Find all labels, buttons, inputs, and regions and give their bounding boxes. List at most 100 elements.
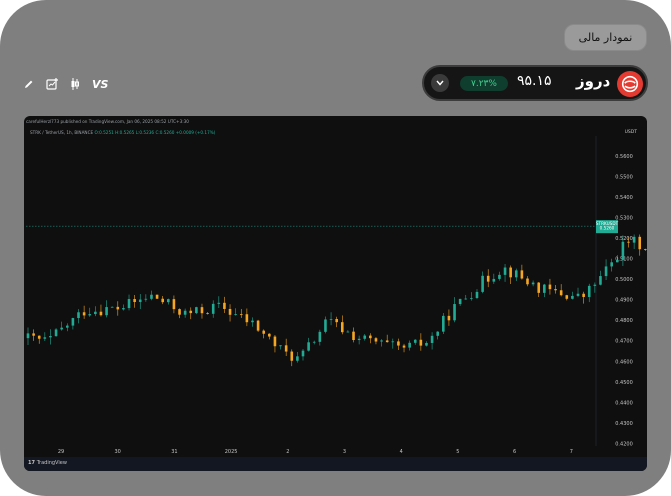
candle-body — [290, 351, 294, 361]
candle-body — [481, 275, 484, 292]
y-tick-label: 0.4200 — [615, 442, 633, 448]
candle-body — [486, 275, 490, 282]
candle-body — [82, 312, 86, 316]
ohlc-high: H:0.5265 — [115, 130, 135, 135]
candle-body — [503, 267, 507, 275]
candle-body — [296, 356, 299, 361]
price-tag — [596, 220, 618, 234]
candle-body — [318, 331, 322, 342]
candle-body — [565, 295, 569, 299]
candle-body — [279, 345, 282, 347]
candle-body — [217, 302, 221, 304]
candle-body — [335, 319, 338, 323]
candle-body — [610, 262, 613, 267]
y-tick-label: 0.4700 — [615, 339, 633, 345]
candle-body — [37, 335, 41, 339]
candle-body — [223, 302, 226, 309]
chart-canvas: 0.56000.55000.54000.53000.52000.51000.50… — [26, 136, 647, 455]
candle-body — [408, 342, 411, 348]
candle-body — [206, 313, 209, 315]
x-tick-label: 29 — [58, 449, 64, 455]
ohlc-line: STRK / TetherUS, 1h, BINANCE O:0.5251 H:… — [30, 130, 215, 135]
tradingview-brand: 17 TradingView — [28, 460, 67, 466]
candle-body — [26, 333, 30, 339]
chevron-down-icon[interactable] — [431, 74, 449, 92]
y-tick-label: 0.5300 — [615, 215, 633, 221]
candle-body — [329, 319, 333, 320]
candle-body — [559, 290, 563, 296]
candle-body — [49, 336, 52, 338]
candle-body — [195, 307, 198, 314]
candle-body — [514, 270, 518, 278]
candle-body — [509, 267, 512, 278]
candle-body — [475, 291, 479, 298]
x-tick-label: 6 — [513, 449, 516, 455]
candle-body — [211, 303, 215, 314]
candle-body — [161, 298, 164, 303]
x-tick-label: 30 — [115, 449, 121, 455]
candle-body — [425, 342, 428, 346]
candle-body — [268, 333, 271, 337]
candle-body — [385, 340, 389, 343]
candle-body — [526, 278, 529, 285]
candle-body — [447, 315, 451, 321]
candle-body — [615, 259, 619, 263]
candle-body — [543, 284, 546, 293]
candle-body — [554, 289, 557, 291]
candle-body — [537, 282, 541, 293]
candlestick-icon[interactable] — [70, 78, 80, 90]
y-tick-label: 0.4300 — [615, 421, 633, 427]
candle-body — [492, 278, 496, 282]
price-chart[interactable]: 0.56000.55000.54000.53000.52000.51000.50… — [24, 116, 647, 471]
x-tick-label: 5 — [456, 449, 459, 455]
candle-body — [138, 299, 142, 303]
candle-body — [71, 318, 75, 326]
candle-body — [133, 299, 136, 303]
price-tag-symbol: STRKUSDT — [596, 221, 619, 226]
candle-body — [638, 236, 642, 250]
candle-body — [60, 327, 63, 330]
stock-symbol: دروز — [576, 72, 611, 90]
candle-body — [599, 276, 602, 285]
publish-line: carefulHerzl773 published on TradingView… — [26, 119, 189, 124]
candle-body — [621, 241, 625, 260]
candle-body — [430, 335, 434, 343]
candle-body — [200, 307, 204, 314]
stock-header: ۷.۲۳% ۹۵.۱۵ دروز — [422, 65, 648, 101]
candle-body — [262, 330, 266, 334]
candle-body — [178, 309, 181, 315]
add-chart-icon[interactable] — [46, 78, 58, 90]
candle-body — [127, 299, 131, 309]
chart-footer: 17 TradingView — [24, 457, 647, 471]
candle-body — [576, 293, 580, 296]
candle-body — [627, 241, 630, 243]
candle-body — [116, 306, 120, 310]
candle-body — [324, 319, 327, 332]
x-tick-label: 31 — [171, 449, 177, 455]
ohlc-low: L:0.5236 — [135, 130, 155, 135]
y-tick-label: 0.4800 — [615, 318, 633, 324]
candle-body — [363, 335, 367, 339]
pencil-icon[interactable] — [24, 79, 34, 89]
x-tick-label: 2025 — [225, 449, 238, 455]
candle-body — [413, 339, 417, 343]
x-tick-label: 7 — [570, 449, 573, 455]
candle-body — [464, 298, 468, 300]
candle-body — [340, 322, 344, 333]
candle-body — [301, 350, 305, 357]
y-tick-label: 0.5400 — [615, 195, 633, 201]
candle-body — [167, 299, 170, 303]
candle-body — [520, 270, 524, 279]
candle-body — [54, 329, 58, 337]
candle-body — [470, 297, 473, 299]
financial-chart-button[interactable]: نمودار مالی — [564, 24, 647, 51]
compare-vs-button[interactable]: VS — [92, 77, 109, 91]
candle-body — [183, 310, 187, 315]
ohlc-close: C:0.5260 — [155, 130, 175, 135]
candle-body — [391, 341, 395, 343]
y-tick-label: 0.5000 — [615, 277, 633, 283]
y-tick-label: 0.5600 — [615, 154, 633, 160]
candle-body — [531, 282, 535, 285]
candle-body — [357, 338, 361, 341]
